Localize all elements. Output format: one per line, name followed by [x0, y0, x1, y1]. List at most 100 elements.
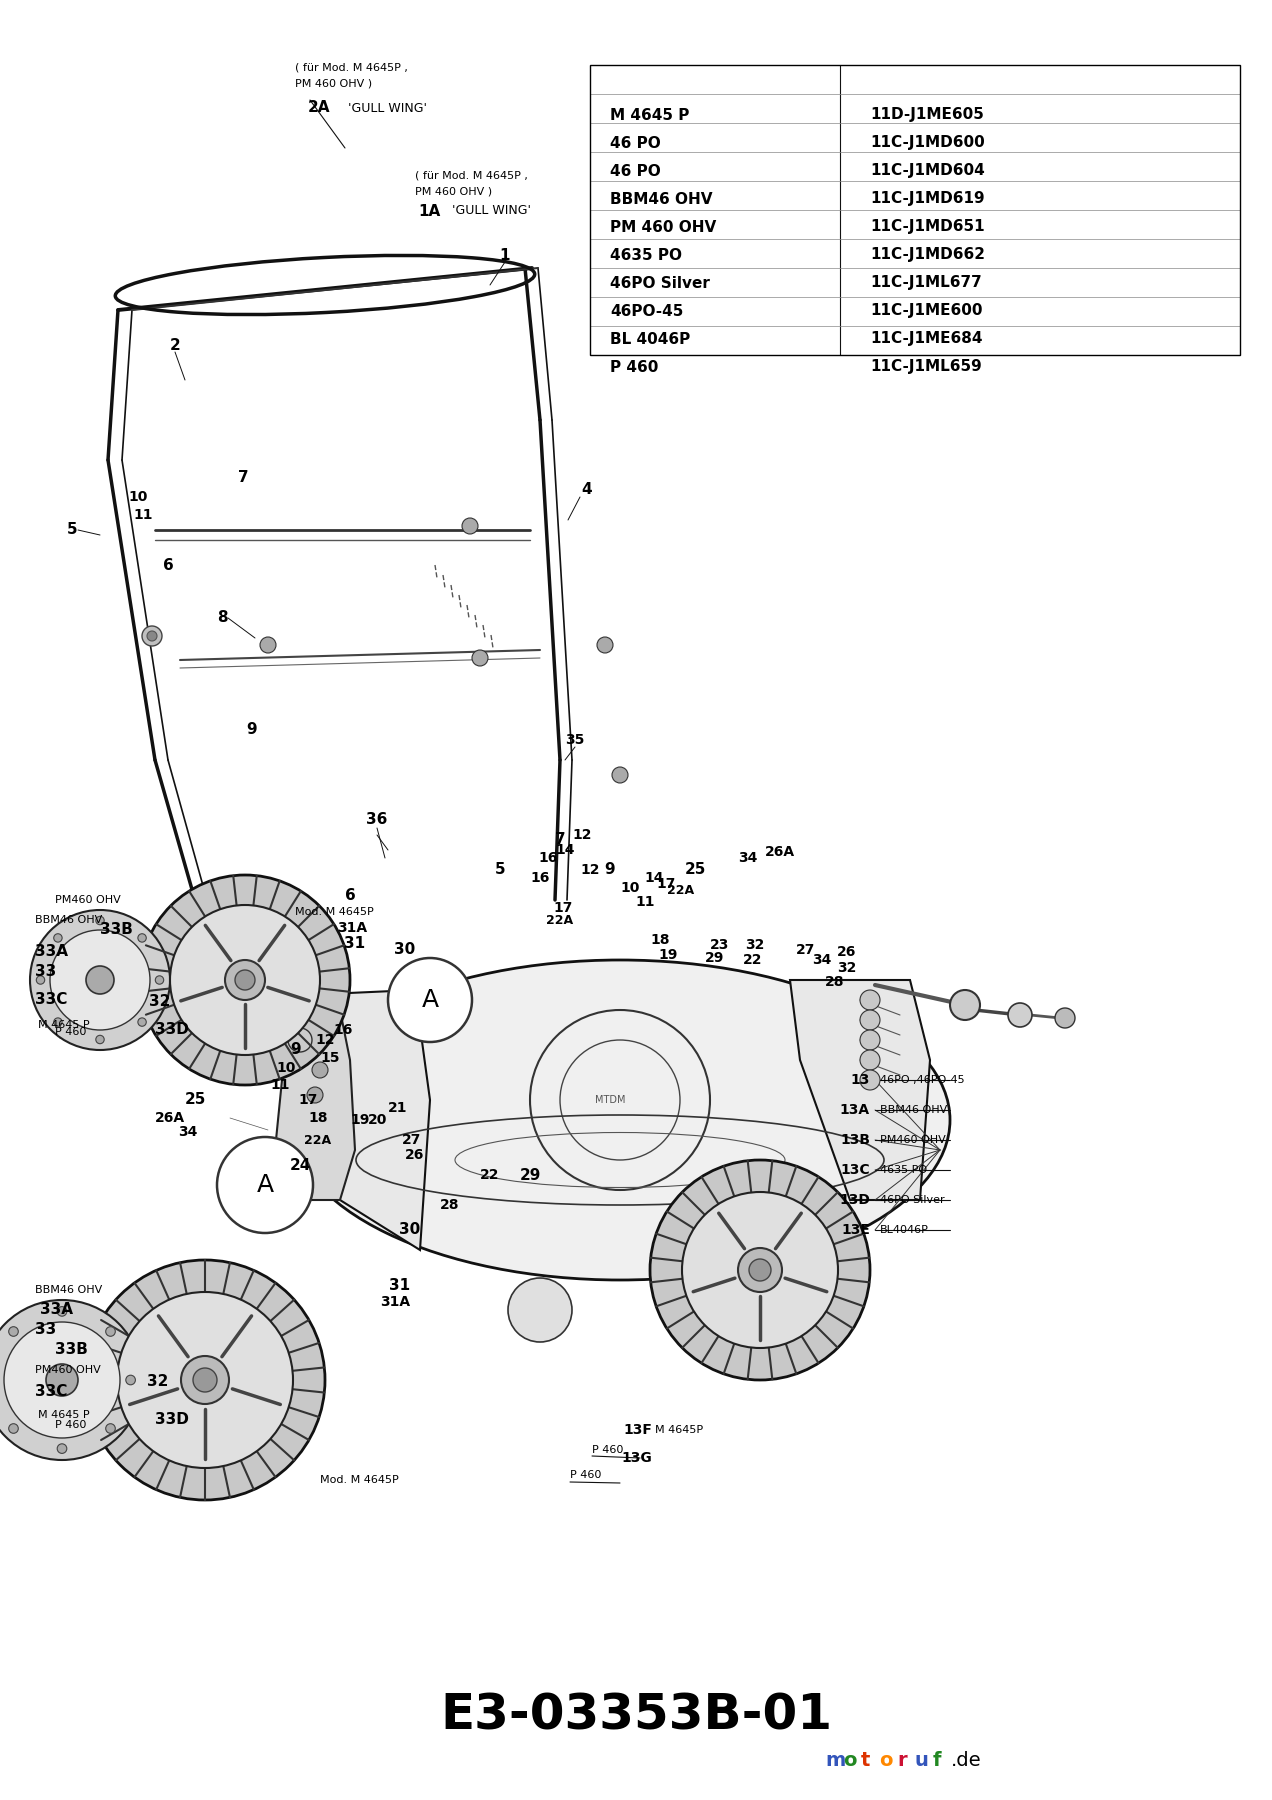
Text: 17: 17	[299, 1093, 318, 1107]
Circle shape	[312, 1062, 328, 1078]
Circle shape	[106, 1424, 116, 1433]
Text: 29: 29	[519, 1168, 541, 1183]
Ellipse shape	[290, 959, 950, 1280]
Text: 11: 11	[635, 895, 655, 909]
Text: 33A: 33A	[36, 945, 67, 959]
Circle shape	[95, 1035, 104, 1044]
Text: 34: 34	[813, 952, 832, 967]
Polygon shape	[305, 990, 430, 1249]
Text: 11C-J1ME600: 11C-J1ME600	[870, 304, 982, 319]
Text: 6: 6	[345, 887, 355, 902]
Circle shape	[612, 767, 628, 783]
Text: 26A: 26A	[764, 844, 795, 859]
Text: 16: 16	[333, 1022, 352, 1037]
Text: 33D: 33D	[155, 1022, 188, 1037]
Text: PM 460 OHV ): PM 460 OHV )	[295, 79, 373, 88]
Text: 18: 18	[308, 1111, 328, 1125]
Text: 34: 34	[738, 851, 758, 866]
Text: 13B: 13B	[840, 1132, 870, 1147]
Circle shape	[50, 931, 150, 1030]
Text: PM 460 OHV ): PM 460 OHV )	[415, 185, 492, 196]
Text: 30: 30	[399, 1222, 421, 1238]
Text: 5: 5	[66, 522, 78, 538]
Text: 11: 11	[134, 508, 153, 522]
Text: 11C-J1MD600: 11C-J1MD600	[870, 135, 985, 151]
Text: 4635 PO: 4635 PO	[611, 247, 682, 263]
Text: BBM46 OHV: BBM46 OHV	[880, 1105, 948, 1114]
Text: 33: 33	[36, 965, 56, 979]
Text: 'GULL WING': 'GULL WING'	[452, 205, 530, 218]
Text: 33B: 33B	[55, 1343, 88, 1357]
Text: PM 460 OHV: PM 460 OHV	[611, 220, 716, 234]
Text: 11C-J1ME684: 11C-J1ME684	[870, 331, 982, 346]
Circle shape	[106, 1327, 116, 1336]
Text: 12: 12	[315, 1033, 335, 1048]
Circle shape	[860, 1049, 880, 1069]
Circle shape	[1054, 1008, 1075, 1028]
Text: M 4645 P: M 4645 P	[38, 1021, 89, 1030]
Circle shape	[738, 1247, 782, 1292]
Text: 16: 16	[538, 851, 557, 866]
Text: o: o	[879, 1750, 893, 1769]
Text: 4: 4	[581, 482, 593, 497]
Text: P 460: P 460	[570, 1471, 602, 1480]
Circle shape	[462, 518, 478, 535]
Text: ( für Mod. M 4645P ,: ( für Mod. M 4645P ,	[415, 169, 528, 180]
Text: 15: 15	[321, 1051, 340, 1066]
Text: 31A: 31A	[337, 922, 368, 934]
Text: 26A: 26A	[155, 1111, 184, 1125]
Text: 14: 14	[644, 871, 664, 886]
Text: 29: 29	[705, 950, 725, 965]
Text: 46PO-45: 46PO-45	[611, 304, 683, 319]
Text: E3-03353B-01: E3-03353B-01	[440, 1690, 832, 1739]
Circle shape	[170, 905, 321, 1055]
Polygon shape	[790, 979, 930, 1201]
Circle shape	[682, 1192, 838, 1348]
Text: 22A: 22A	[304, 1134, 332, 1147]
Text: 46PO Silver: 46PO Silver	[611, 275, 710, 290]
Polygon shape	[275, 1001, 355, 1201]
Circle shape	[860, 1069, 880, 1091]
Text: 9: 9	[247, 722, 257, 738]
Text: 28: 28	[826, 976, 845, 988]
Text: P 460: P 460	[55, 1420, 86, 1429]
Circle shape	[53, 1017, 62, 1026]
Text: 46 PO: 46 PO	[611, 164, 660, 178]
Circle shape	[1007, 1003, 1032, 1028]
Circle shape	[126, 1375, 135, 1384]
Circle shape	[9, 1327, 18, 1336]
Text: 36: 36	[366, 812, 388, 828]
Circle shape	[9, 1424, 18, 1433]
Text: 26: 26	[406, 1148, 425, 1163]
Text: 11: 11	[270, 1078, 290, 1093]
Text: ( für Mod. M 4645P ,: ( für Mod. M 4645P ,	[295, 63, 408, 74]
Circle shape	[137, 1017, 146, 1026]
Text: 35: 35	[565, 733, 585, 747]
Text: 33C: 33C	[36, 1384, 67, 1400]
Text: 19: 19	[659, 949, 678, 961]
Text: 32: 32	[148, 1375, 169, 1390]
Text: 31A: 31A	[380, 1294, 410, 1309]
Circle shape	[235, 970, 254, 990]
Circle shape	[181, 1355, 229, 1404]
Text: BBM46 OHV: BBM46 OHV	[36, 1285, 102, 1294]
Text: P 460: P 460	[591, 1445, 623, 1454]
Text: 31: 31	[389, 1278, 411, 1292]
Circle shape	[117, 1292, 293, 1469]
Text: 46 PO: 46 PO	[611, 135, 660, 151]
Text: 13A: 13A	[840, 1103, 870, 1118]
Text: 11C-J1MD651: 11C-J1MD651	[870, 220, 985, 234]
Circle shape	[860, 1010, 880, 1030]
Circle shape	[57, 1444, 67, 1453]
Text: 6: 6	[163, 558, 173, 572]
Circle shape	[86, 967, 114, 994]
Text: M 4645P: M 4645P	[655, 1426, 703, 1435]
Text: 13E: 13E	[841, 1222, 870, 1237]
Text: 33D: 33D	[155, 1413, 188, 1427]
Text: 22A: 22A	[668, 884, 695, 896]
Text: 33B: 33B	[100, 922, 132, 938]
Text: 28: 28	[440, 1199, 459, 1211]
Text: BL 4046P: BL 4046P	[611, 331, 691, 346]
Text: 11C-J1ML677: 11C-J1ML677	[870, 275, 982, 290]
Text: 13G: 13G	[621, 1451, 653, 1465]
